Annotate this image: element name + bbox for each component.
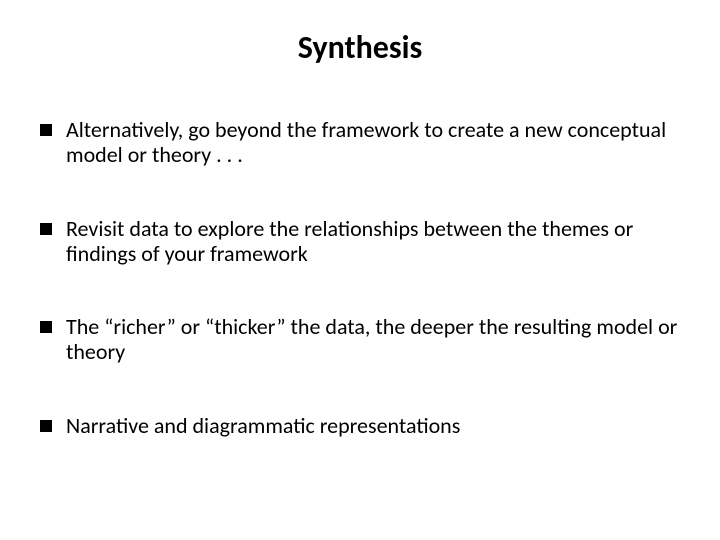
bullet-marker-icon — [40, 124, 52, 136]
list-item: Revisit data to explore the relationship… — [40, 216, 680, 267]
bullet-marker-icon — [40, 321, 52, 333]
bullet-list: Alternatively, go beyond the framework t… — [0, 77, 720, 438]
bullet-text: Revisit data to explore the relationship… — [66, 216, 680, 267]
bullet-text: Narrative and diagrammatic representatio… — [66, 413, 680, 438]
bullet-text: Alternatively, go beyond the framework t… — [66, 117, 680, 168]
list-item: The “richer” or “thicker” the data, the … — [40, 314, 680, 365]
bullet-marker-icon — [40, 420, 52, 432]
list-item: Alternatively, go beyond the framework t… — [40, 117, 680, 168]
slide-title: Synthesis — [0, 0, 720, 77]
bullet-marker-icon — [40, 223, 52, 235]
list-item: Narrative and diagrammatic representatio… — [40, 413, 680, 438]
bullet-text: The “richer” or “thicker” the data, the … — [66, 314, 680, 365]
